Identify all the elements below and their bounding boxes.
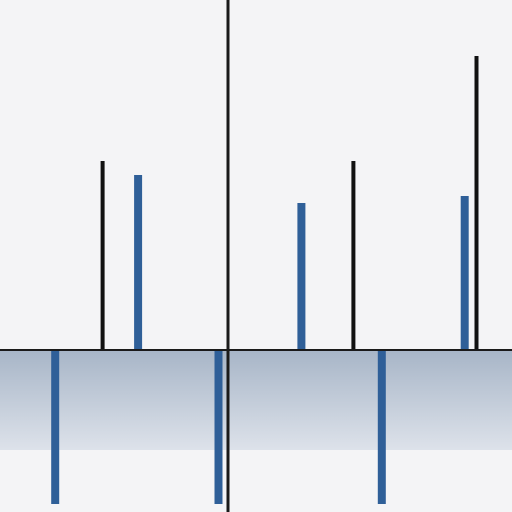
blue-bar-1 — [134, 175, 143, 350]
blue-bar-3 — [297, 203, 306, 350]
black-bar-2 — [474, 56, 479, 350]
blue-bar-2 — [214, 350, 223, 504]
blue-bar-0 — [51, 350, 60, 504]
black-bar-0 — [100, 161, 105, 350]
floor-band — [0, 350, 512, 450]
black-bar-1 — [351, 161, 356, 350]
blue-bar-4 — [377, 350, 386, 504]
blue-bar-5 — [460, 196, 469, 350]
bars-layer — [51, 56, 479, 504]
